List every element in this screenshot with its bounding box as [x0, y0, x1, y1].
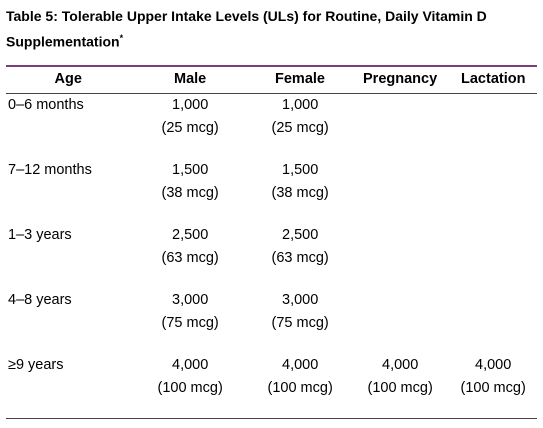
- cell-text: 4,000: [475, 357, 512, 373]
- cell-text: (25 mcg): [271, 120, 329, 136]
- row-label: 1–3 years: [8, 227, 72, 243]
- top-rule: [6, 65, 537, 67]
- cell-text: 4,000: [282, 357, 319, 373]
- cell-text: (100 mcg): [367, 380, 433, 396]
- column-header: Male: [174, 71, 207, 87]
- cell-text: 2,500: [282, 227, 319, 243]
- cell-text: 1,500: [282, 162, 319, 178]
- cell-text: 1,000: [172, 97, 209, 113]
- cell-text: (25 mcg): [161, 120, 219, 136]
- cell-text: (75 mcg): [271, 315, 329, 331]
- cell-text: (100 mcg): [157, 380, 223, 396]
- cell-text: (63 mcg): [161, 250, 219, 266]
- title-note: *: [119, 33, 124, 43]
- bottom-rule: [6, 418, 537, 419]
- column-header: Pregnancy: [363, 71, 438, 87]
- row-label: 0–6 months: [8, 97, 84, 113]
- column-header: Age: [54, 71, 82, 87]
- cell-text: (63 mcg): [271, 250, 329, 266]
- cell-text: 4,000: [172, 357, 209, 373]
- row-label: 7–12 months: [8, 162, 92, 178]
- cell-text: 1,500: [172, 162, 209, 178]
- cell-text: 1,000: [282, 97, 319, 113]
- column-header: Female: [275, 71, 325, 87]
- table-title: Table 5: Tolerable Upper Intake Levels (…: [6, 5, 526, 53]
- cell-text: (100 mcg): [267, 380, 333, 396]
- column-header: Lactation: [461, 71, 526, 87]
- cell-text: 3,000: [282, 292, 319, 308]
- header-rule: [6, 93, 537, 94]
- row-label: ≥9 years: [8, 357, 64, 373]
- title-text: Table 5: Tolerable Upper Intake Levels (…: [6, 8, 487, 50]
- cell-text: (38 mcg): [271, 185, 329, 201]
- cell-text: 3,000: [172, 292, 209, 308]
- cell-text: (38 mcg): [161, 185, 219, 201]
- cell-text: (100 mcg): [460, 380, 526, 396]
- cell-text: (75 mcg): [161, 315, 219, 331]
- cell-text: 2,500: [172, 227, 209, 243]
- row-label: 4–8 years: [8, 292, 72, 308]
- cell-text: 4,000: [382, 357, 419, 373]
